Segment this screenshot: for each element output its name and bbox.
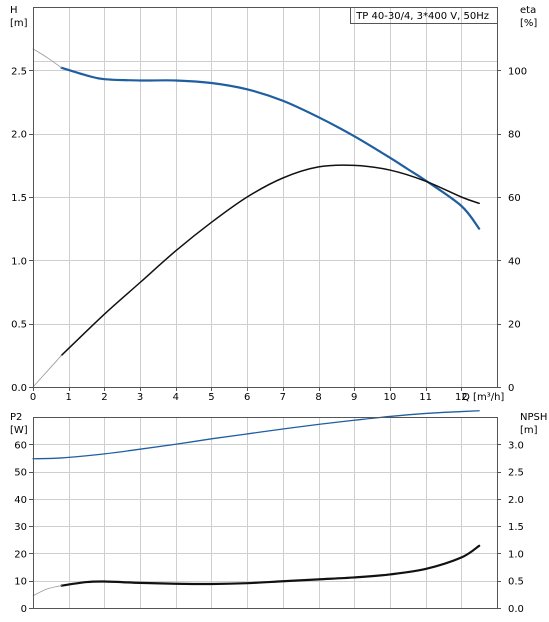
x-axis-tick-label: 5 [208,392,214,403]
right-axis-tick-label: 100 [508,66,527,77]
right-axis-tick-label: 80 [508,130,521,141]
left-axis-tick-label: 2.5 [11,66,27,77]
x-axis-tick-label: 2 [101,392,107,403]
right-axis-tick-label: 3.0 [508,440,524,451]
right-axis-tick-label: 20 [508,320,521,331]
left-axis-tick-label: 20 [14,549,27,560]
right-axis-unit: [m] [520,425,538,436]
x-axis-tick-label: 10 [384,392,397,403]
right-axis-tick-label: 2.5 [508,468,524,479]
series-line-1-2 [32,585,62,597]
x-axis-tick-label: 11 [419,392,432,403]
right-axis-label: NPSH [520,412,547,423]
x-axis-tick-label: 7 [280,392,286,403]
right-axis-tick-label: 0.5 [508,577,524,588]
x-axis-tick-label: 0 [30,392,36,403]
right-axis-tick-label: 1.5 [508,522,524,533]
x-axis-tick-label: 9 [351,392,357,403]
left-axis-tick-label: 0 [21,604,27,615]
right-axis-tick-label: 60 [508,193,521,204]
series-line-1-0 [32,410,480,460]
grid-layer [33,7,498,609]
plot-frame [33,417,498,609]
series-layer [32,48,481,597]
series-line-1-1 [60,544,481,587]
x-axis-tick-label: 1 [66,392,72,403]
left-axis-tick-label: 1.0 [11,256,27,267]
x-axis-tick-label: 12 [455,392,468,403]
title-box [350,7,498,24]
left-axis-tick-label: 10 [14,577,27,588]
right-axis-label: eta [520,5,536,16]
right-axis-tick-label: 1.0 [508,549,524,560]
left-axis-tick-label: 40 [14,495,27,506]
frames-layer [29,7,501,609]
left-axis-tick-label: 60 [14,440,27,451]
left-axis-label: P2 [10,412,22,423]
left-axis-unit: [W] [10,425,28,436]
x-axis-tick-label: 6 [244,392,250,403]
left-axis-tick-label: 2.0 [11,130,27,141]
x-axis-tick-label: 3 [137,392,143,403]
right-axis-unit: [%] [520,18,537,29]
right-axis-tick-label: 40 [508,256,521,267]
labels-layer: 0.00.51.01.52.02.5020406080100H[m]eta[%]… [10,5,547,615]
series-line-0-2 [60,164,480,357]
left-axis-tick-label: 30 [14,522,27,533]
series-line-0-3 [32,354,62,388]
left-axis-unit: [m] [10,18,28,29]
x-axis-label: Q [m³/h] [462,392,504,403]
series-line-0-1 [32,48,62,69]
x-axis-tick-label: 8 [315,392,321,403]
right-axis-tick-label: 2.0 [508,495,524,506]
series-line-0-0 [60,66,481,230]
left-axis-label: H [10,5,18,16]
left-axis-tick-label: 1.5 [11,193,27,204]
left-axis-tick-label: 50 [14,468,27,479]
left-axis-tick-label: 0.5 [11,320,27,331]
x-axis-tick-label: 4 [173,392,179,403]
chart-title: TP 40-30/4, 3*400 V, 50Hz [355,11,489,22]
left-axis-tick-label: 0.0 [11,383,27,394]
right-axis-tick-label: 0.0 [508,604,524,615]
right-axis-tick-label: 0 [508,383,514,394]
